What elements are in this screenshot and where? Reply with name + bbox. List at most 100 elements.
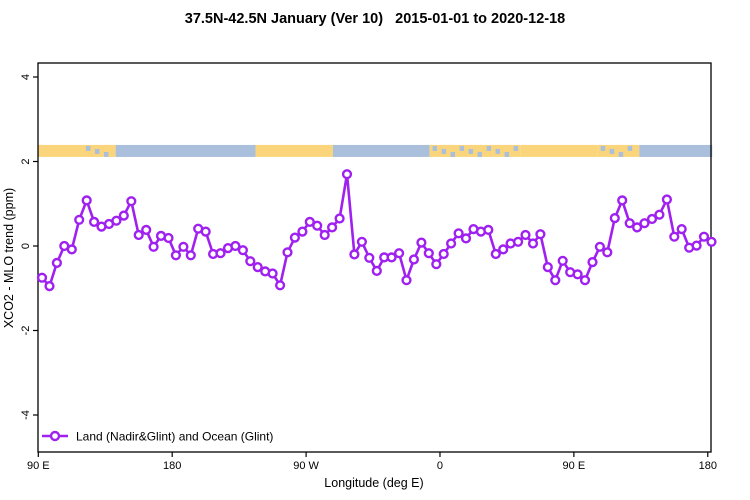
data-point	[446, 238, 457, 249]
map-band-ocean-speck	[468, 148, 474, 154]
data-point	[111, 215, 122, 226]
chart-title: 37.5N-42.5N January (Ver 10) 2015-01-01 …	[185, 11, 565, 27]
data-point	[51, 257, 63, 269]
map-band-ocean-speck	[495, 148, 501, 154]
data-point	[654, 209, 665, 220]
data-point	[36, 272, 48, 283]
data-point	[289, 232, 301, 243]
legend-marker-icon	[49, 430, 61, 442]
data-point	[698, 231, 710, 242]
data-point	[215, 248, 226, 259]
data-point	[587, 257, 598, 268]
map-band-ocean-segment	[115, 144, 256, 157]
x-axis-label: Longitude (deg E)	[324, 476, 423, 490]
data-point	[74, 214, 85, 225]
map-band-ocean-speck	[441, 148, 447, 154]
data-point	[602, 247, 613, 258]
map-band-ocean-speck	[103, 151, 109, 157]
data-point	[349, 249, 360, 260]
y-tick-label: -2	[20, 326, 32, 336]
plot-area: 90 E 180 90 W 0 90 E 180 -4 -2 0 2 4	[20, 62, 717, 472]
map-band-ocean-speck	[600, 145, 606, 151]
data-point	[401, 275, 412, 286]
map-band-ocean-speck	[486, 145, 492, 151]
map-band-ocean-speck	[432, 145, 438, 151]
map-band-ocean-speck	[513, 145, 519, 151]
map-band-ocean-speck	[477, 151, 483, 157]
x-tick-label: 90 E	[27, 460, 50, 472]
map-band-ocean-speck	[85, 145, 91, 151]
data-point	[550, 275, 561, 286]
data-point	[245, 256, 256, 267]
data-point	[297, 226, 308, 237]
data-point	[423, 248, 434, 259]
data-point	[334, 213, 345, 224]
data-point	[237, 245, 249, 256]
data-point	[66, 244, 77, 255]
data-point	[572, 269, 583, 280]
map-band-land-segment	[255, 144, 333, 157]
data-point	[520, 229, 531, 241]
data-point	[542, 262, 553, 273]
data-point	[691, 240, 702, 251]
data-point	[394, 248, 405, 259]
data-point	[178, 241, 189, 252]
data-point	[126, 196, 137, 207]
data-point	[624, 218, 635, 229]
map-band-ocean-speck	[450, 151, 456, 157]
data-point	[453, 228, 464, 239]
map-band-land-segment	[38, 144, 83, 157]
x-tick-label: 0	[437, 460, 443, 472]
data-point	[594, 241, 606, 252]
data-point	[431, 259, 442, 270]
data-point	[230, 240, 241, 252]
data-point	[498, 244, 509, 255]
data-point	[252, 262, 263, 273]
data-point	[639, 218, 650, 229]
data-point	[364, 252, 375, 263]
data-point	[676, 224, 687, 235]
map-band-ocean-speck	[627, 145, 633, 151]
y-tick-label: 0	[20, 243, 32, 249]
data-point	[118, 210, 129, 221]
data-point	[88, 216, 100, 228]
data-point	[527, 238, 539, 249]
data-point	[386, 252, 397, 263]
data-point	[609, 213, 620, 224]
x-tick-label: 180	[163, 460, 181, 472]
plot-frame	[37, 62, 712, 453]
data-point	[319, 229, 330, 241]
data-point	[356, 236, 368, 247]
data-point	[438, 248, 449, 260]
y-tick-label: 2	[20, 158, 32, 164]
y-axis-label: XCO2 - MLO trend (ppm)	[2, 188, 16, 328]
y-tick-label: -4	[20, 410, 32, 420]
data-point	[579, 275, 591, 286]
map-band-ocean-speck	[459, 145, 465, 151]
x-tick-label: 180	[699, 460, 717, 472]
data-point	[371, 265, 382, 277]
data-point	[141, 224, 152, 236]
data-point	[408, 254, 420, 265]
data-point	[416, 237, 427, 248]
data-point	[646, 213, 658, 225]
data-point	[327, 222, 338, 233]
data-point	[282, 247, 293, 258]
data-point	[341, 169, 353, 180]
data-point	[275, 280, 286, 291]
data-point	[706, 236, 717, 247]
data-point	[460, 233, 472, 244]
map-band-ocean-segment	[639, 144, 713, 157]
data-point	[133, 229, 144, 241]
x-tick-label: 90 E	[563, 460, 586, 472]
data-point	[44, 281, 55, 292]
data-point	[490, 248, 501, 260]
data-point	[170, 250, 182, 261]
map-band-land-segment	[520, 144, 598, 157]
map-band-ocean-speck	[618, 151, 624, 157]
data-point	[267, 268, 278, 279]
data-point	[163, 232, 174, 244]
data-point	[617, 195, 628, 206]
y-tick-label: 4	[20, 74, 32, 80]
x-tick-label: 90 W	[293, 460, 319, 472]
